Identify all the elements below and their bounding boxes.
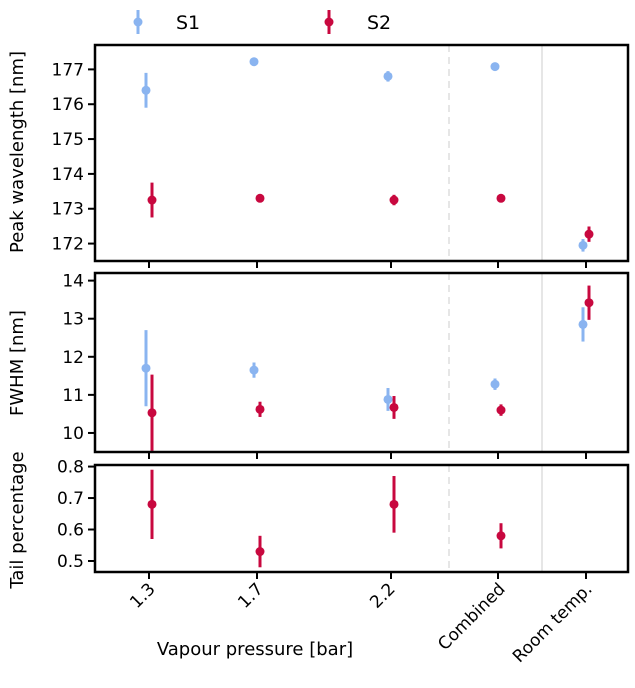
y-tick-label: 0.5: [57, 552, 84, 572]
x-tick-label: Combined: [434, 579, 509, 654]
y-tick-label: 0.8: [57, 458, 84, 478]
data-point-s1: [249, 57, 259, 67]
legend-s1-marker: [133, 17, 143, 27]
data-point-s1: [578, 319, 588, 329]
data-point-s2: [147, 195, 157, 205]
y-tick-label: 14: [62, 272, 84, 292]
data-point-s2: [389, 499, 399, 509]
data-point-s1: [578, 240, 588, 250]
y-tick-label: 0.6: [57, 521, 84, 541]
x-tick-label: 1.7: [234, 579, 267, 612]
y-tick-label: 11: [62, 386, 84, 406]
panel-tail-percentage: 0.5 0.6 0.7 0.8: [57, 458, 630, 579]
data-point-s2: [147, 408, 157, 418]
y-tick-label: 174: [52, 165, 84, 185]
data-point-s2: [389, 195, 399, 205]
data-point-s1: [383, 71, 393, 81]
data-point-s2: [389, 402, 399, 412]
data-point-s1: [490, 62, 500, 72]
axes-frame: [93, 271, 630, 454]
axes-frame: [93, 43, 630, 263]
legend-s2-label: S2: [367, 12, 391, 34]
data-point-s2: [584, 229, 594, 239]
data-point-s2: [255, 547, 265, 557]
y-tick-label: 12: [62, 348, 84, 368]
x-tick-label: Room temp.: [509, 579, 596, 666]
data-point-s1: [249, 365, 259, 375]
y-axis-label-fwhm: FWHM [nm]: [7, 310, 28, 416]
y-tick-label: 10: [62, 424, 84, 444]
data-point-s1: [141, 363, 151, 373]
y-tick-label: 172: [52, 235, 84, 255]
y-axis-label-tail-percentage: Tail percentage: [7, 451, 28, 589]
data-point-s2: [584, 298, 594, 308]
x-axis-label: Vapour pressure [bar]: [157, 639, 353, 660]
x-tick-label: 1.3: [126, 579, 159, 612]
panel-peak-wavelength: 172 173 174 175 176 177: [52, 43, 630, 268]
data-point-s2: [496, 531, 506, 541]
data-point-s2: [147, 499, 157, 509]
data-point-s1: [383, 394, 393, 404]
data-point-s2: [496, 193, 506, 203]
y-tick-label: 175: [52, 130, 84, 150]
x-tick-label: 2.2: [366, 579, 399, 612]
data-point-s2: [255, 404, 265, 414]
legend: S1 S2: [133, 10, 391, 34]
data-point-s2: [496, 405, 506, 415]
legend-s2-marker: [324, 17, 334, 27]
y-tick-label: 173: [52, 200, 84, 220]
legend-s1-label: S1: [176, 12, 200, 34]
data-point-s1: [141, 85, 151, 95]
y-axis-label-peak-wavelength: Peak wavelength [nm]: [7, 51, 28, 253]
axes-frame: [93, 463, 630, 574]
panel-fwhm: 10 11 12 13 14: [62, 271, 630, 459]
y-tick-label: 0.7: [57, 489, 84, 509]
y-tick-label: 13: [62, 310, 84, 330]
y-tick-label: 177: [52, 60, 84, 80]
data-point-s1: [490, 379, 500, 389]
y-tick-label: 176: [52, 95, 84, 115]
data-point-s2: [255, 193, 265, 203]
